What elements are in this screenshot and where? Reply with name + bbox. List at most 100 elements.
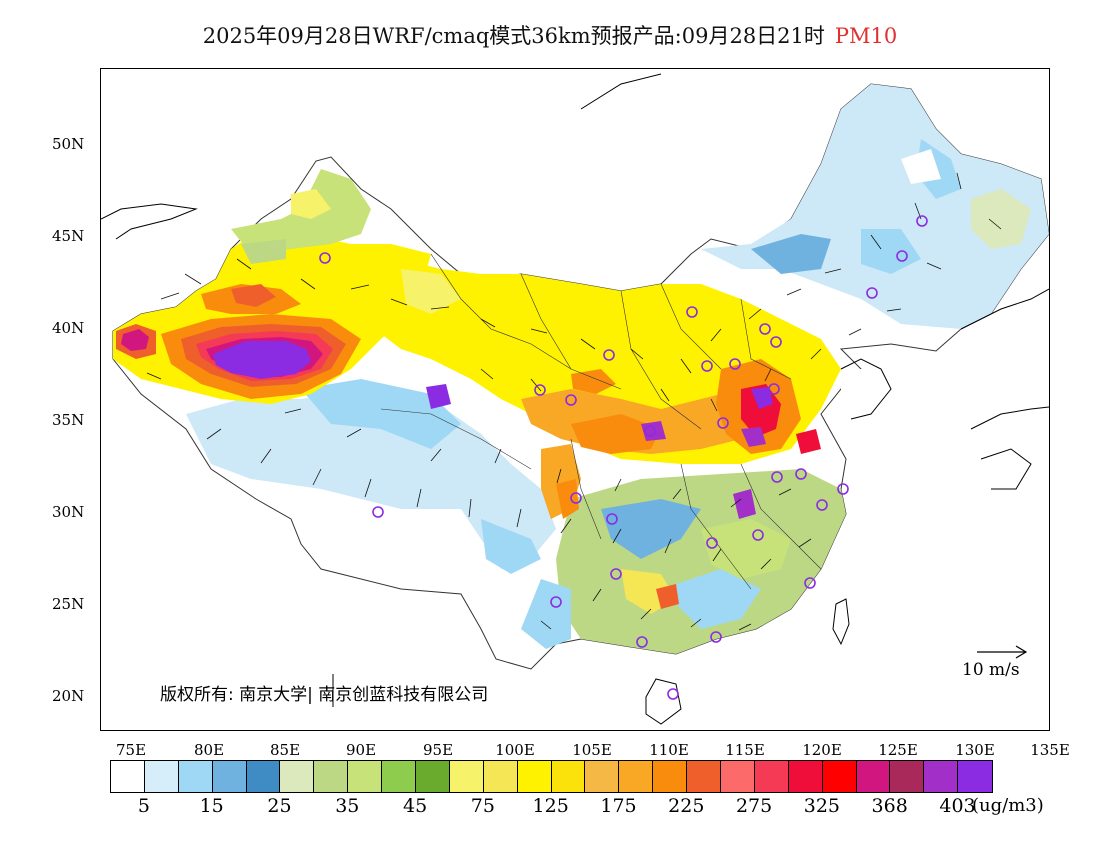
lon-label: 90E (345, 741, 377, 759)
colorbar-unit: (ug/m3) (972, 795, 1044, 816)
city-marker-icon (729, 358, 741, 370)
city-marker-icon (606, 513, 618, 525)
city-marker-icon (752, 529, 764, 541)
city-marker-icon (896, 250, 908, 262)
lat-label: 20N (52, 687, 85, 705)
lon-label: 125E (878, 741, 918, 759)
city-marker-icon (717, 417, 729, 429)
colorbar-swatch (382, 761, 417, 792)
colorbar-tick-label: 403 (939, 795, 976, 817)
wind-scale-label: 10 m/s (962, 660, 1020, 680)
colorbar-swatch (856, 761, 891, 792)
city-marker-icon (795, 468, 807, 480)
colorbar-swatch (788, 761, 823, 792)
lon-label: 85E (269, 741, 301, 759)
colorbar-swatch (721, 761, 755, 792)
city-marker-icon (701, 360, 713, 372)
colorbar-swatch (178, 761, 213, 792)
colorbar-swatch (754, 761, 789, 792)
colorbar-tick-label: 175 (600, 795, 637, 817)
lon-label: 80E (193, 741, 225, 759)
colorbar (110, 760, 994, 793)
city-marker-icon (770, 336, 782, 348)
colorbar-tick-label: 5 (137, 795, 150, 817)
colorbar-tick-label: 35 (335, 795, 360, 817)
colorbar-swatch (348, 761, 383, 792)
colorbar-swatch (212, 761, 247, 792)
colorbar-tick-label: 25 (267, 795, 292, 817)
city-marker-icon (837, 483, 849, 495)
city-marker-icon (816, 499, 828, 511)
colorbar-swatch (483, 761, 518, 792)
title-text: 2025年09月28日WRF/cmaq模式36km预报产品:09月28日21时 (202, 24, 825, 48)
lon-label: 130E (955, 741, 995, 759)
city-marker-icon (771, 471, 783, 483)
colorbar-tick-label: 125 (532, 795, 569, 817)
lon-label: 115E (725, 741, 765, 759)
colorbar-swatch (653, 761, 688, 792)
colorbar-swatch (890, 761, 925, 792)
city-marker-icon (866, 287, 878, 299)
city-marker-icon (372, 506, 384, 518)
city-marker-icon (565, 394, 577, 406)
lat-label: 30N (52, 503, 85, 521)
colorbar-swatch (314, 761, 349, 792)
colorbar-tick-label: 368 (871, 795, 908, 817)
copyright-text: 版权所有: 南京大学| 南京创蓝科技有限公司 (160, 685, 489, 705)
colorbar-tick-label: 45 (403, 795, 428, 817)
colorbar-swatch (449, 761, 484, 792)
colorbar-tick-label: 15 (199, 795, 224, 817)
map-title: 2025年09月28日WRF/cmaq模式36km预报产品:09月28日21时 P… (0, 20, 1100, 50)
city-marker-icon (759, 323, 771, 335)
city-marker-icon (706, 537, 718, 549)
colorbar-swatch (687, 761, 722, 792)
colorbar-tick-label: 275 (735, 795, 773, 817)
city-marker-icon (768, 383, 780, 395)
lat-label: 35N (52, 411, 85, 429)
city-marker-icon (804, 577, 816, 589)
city-marker-icon (319, 252, 331, 264)
colorbar-tick-label: 75 (470, 795, 495, 817)
lon-label: 110E (649, 741, 689, 759)
city-markers (319, 215, 928, 700)
wind-arrow-icon (977, 645, 1028, 659)
city-marker-icon (610, 568, 622, 580)
lon-label: 95E (422, 741, 454, 759)
colorbar-swatch (619, 761, 654, 792)
colorbar-swatch (958, 761, 993, 792)
lon-label: 75E (115, 741, 147, 759)
city-marker-icon (570, 492, 582, 504)
concentration-map[interactable] (100, 68, 1050, 731)
taklimakan-peak (213, 341, 311, 379)
lat-label: 45N (52, 227, 85, 245)
lon-label: 120E (802, 741, 842, 759)
map-canvas (101, 73, 1049, 725)
city-marker-icon (534, 384, 546, 396)
city-marker-icon (916, 215, 928, 227)
colorbar-swatch (280, 761, 315, 792)
lon-label: 135E (1030, 741, 1070, 759)
lat-label: 40N (52, 319, 85, 337)
colorbar-swatch (822, 761, 857, 792)
city-marker-icon (603, 349, 615, 361)
colorbar-swatch (517, 761, 552, 792)
city-marker-icon (644, 425, 656, 437)
colorbar-swatch (111, 761, 145, 792)
colorbar-swatch (924, 761, 959, 792)
city-marker-icon (686, 306, 698, 318)
lat-label: 25N (52, 595, 85, 613)
colorbar-swatch (585, 761, 620, 792)
city-marker-icon (710, 631, 722, 643)
colorbar-tick-label: 225 (668, 795, 705, 817)
wind-arrows (146, 172, 1002, 631)
colorbar-swatch (416, 761, 450, 792)
colorbar-swatch (551, 761, 586, 792)
city-marker-icon (550, 596, 562, 608)
colorbar-tick-label: 325 (803, 795, 841, 817)
colorbar-swatch (144, 761, 179, 792)
city-marker-icon (667, 688, 679, 700)
colorbar-swatch (246, 761, 281, 792)
lon-label: 100E (495, 741, 535, 759)
city-marker-icon (636, 636, 648, 648)
pollutant-label: PM10 (834, 24, 898, 48)
